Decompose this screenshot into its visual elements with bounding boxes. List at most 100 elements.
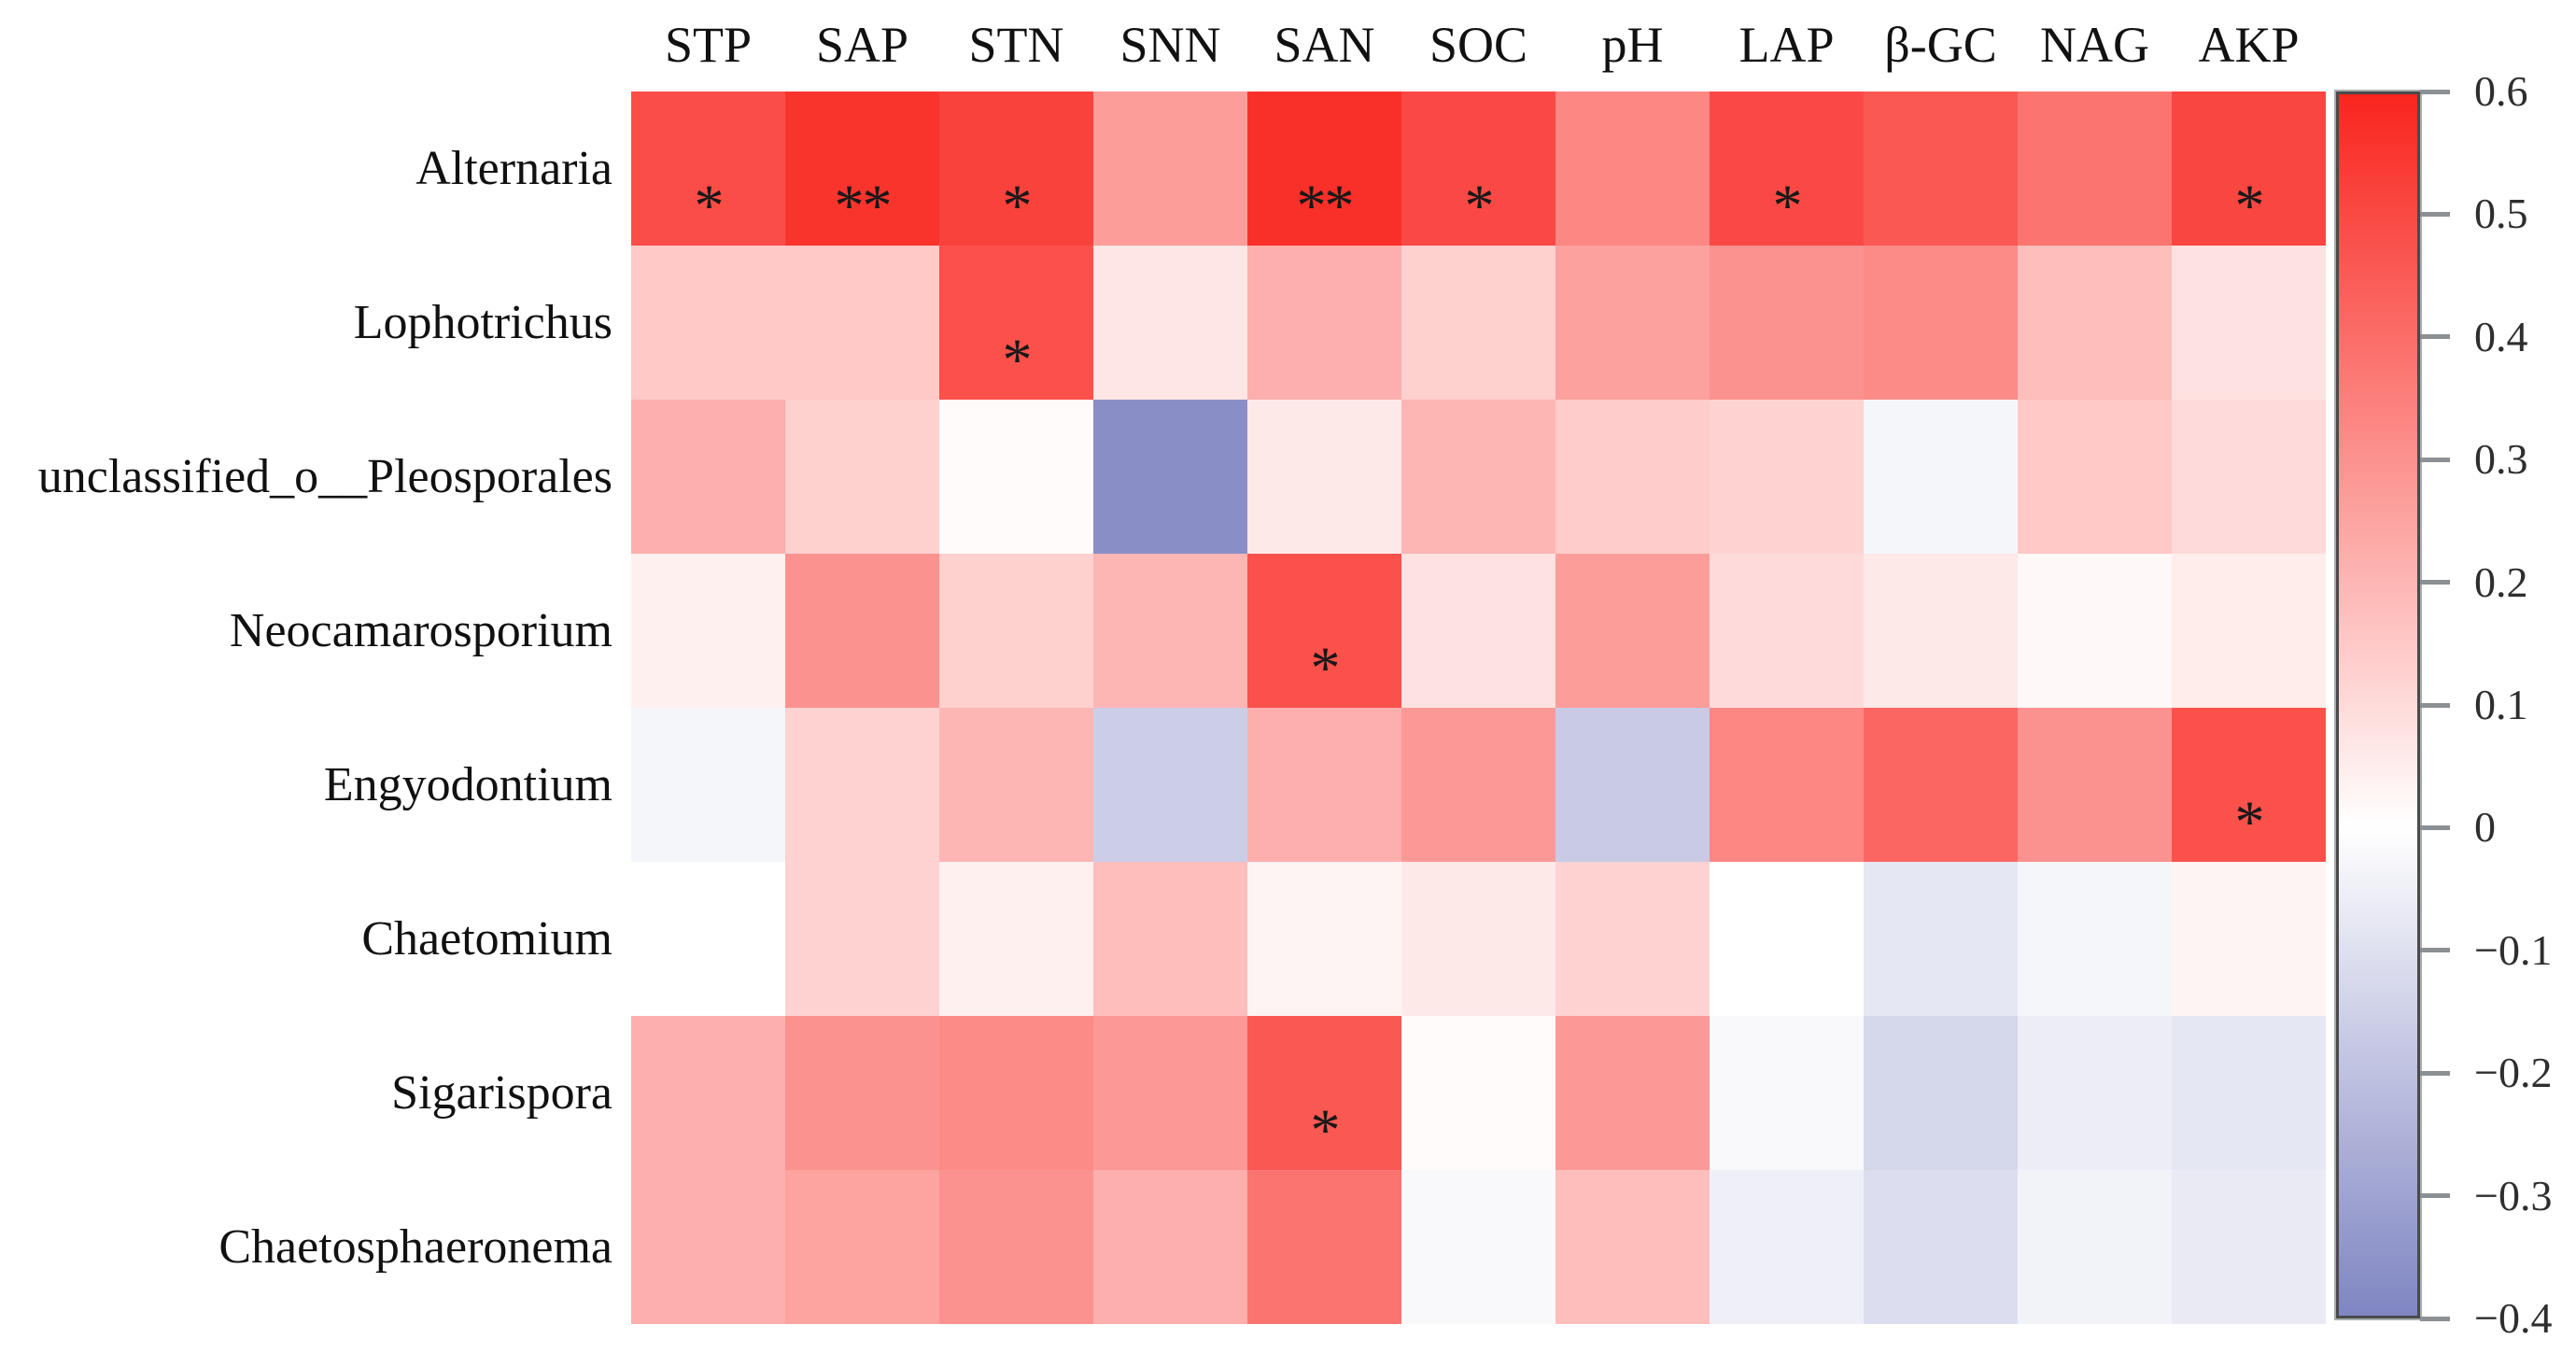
heatmap-cell — [785, 1170, 939, 1324]
heatmap-cell: * — [1401, 92, 1555, 246]
colorbar-tick — [2420, 1070, 2450, 1076]
colorbar-tick-label: −0.1 — [2474, 925, 2553, 974]
heatmap-cell — [1401, 246, 1555, 400]
heatmap-cell — [1864, 246, 2018, 400]
colorbar-tick — [2420, 457, 2450, 462]
row-label: Alternaria — [415, 141, 612, 195]
colorbar-tick-label: 0.1 — [2474, 681, 2528, 728]
heatmap-cell — [1864, 1016, 2018, 1170]
heatmap-cell: * — [1247, 1016, 1401, 1170]
heatmap-cell — [1247, 862, 1401, 1016]
heatmap-cell: * — [631, 92, 785, 246]
heatmap-cell — [1093, 862, 1247, 1016]
significance-stars: * — [2234, 788, 2265, 855]
heatmap-cell — [1401, 1016, 1555, 1170]
colorbar-tick — [2420, 1193, 2450, 1199]
heatmap-cell — [939, 400, 1093, 554]
heatmap-cell — [1093, 92, 1247, 246]
column-header: STP — [664, 17, 753, 73]
significance-stars: * — [2234, 172, 2265, 239]
heatmap-cell: * — [939, 246, 1093, 400]
colorbar-tick — [2420, 334, 2450, 340]
colorbar-gradient — [2336, 92, 2420, 1318]
heatmap-cell — [631, 246, 785, 400]
significance-stars: * — [1464, 172, 1495, 239]
heatmap-cell: * — [1710, 92, 1864, 246]
heatmap-cell — [2172, 862, 2326, 1016]
heatmap-cell — [2172, 1016, 2326, 1170]
heatmap-cell — [1555, 1016, 1710, 1170]
colorbar-tick — [2420, 948, 2450, 953]
colorbar-tick — [2420, 702, 2450, 708]
column-header: SNN — [1119, 17, 1221, 73]
heatmap-cell — [2018, 246, 2172, 400]
significance-stars: * — [1002, 172, 1033, 239]
colorbar-tick — [2420, 824, 2450, 830]
heatmap-cell — [1864, 708, 2018, 862]
heatmap-cell — [2018, 1016, 2172, 1170]
heatmap-cell — [1093, 246, 1247, 400]
significance-stars: ** — [1296, 172, 1355, 239]
heatmap-cell — [1093, 1170, 1247, 1324]
row-label: Engyodontium — [323, 757, 612, 811]
colorbar-tick-label: 0 — [2474, 803, 2496, 852]
heatmap-cell — [1555, 400, 1710, 554]
heatmap-cell — [2172, 554, 2326, 708]
heatmap-cell — [631, 400, 785, 554]
heatmap-cell — [939, 1016, 1093, 1170]
column-header: SOC — [1429, 17, 1528, 73]
heatmap-cell — [631, 1016, 785, 1170]
heatmap-cell — [2018, 400, 2172, 554]
column-header: SAN — [1274, 17, 1375, 73]
heatmap-cell — [1401, 862, 1555, 1016]
heatmap-cell — [1093, 400, 1247, 554]
heatmap-cell — [1401, 400, 1555, 554]
heatmap-cell — [1710, 554, 1864, 708]
heatmap-cell — [1710, 862, 1864, 1016]
colorbar-tick-label: 0.5 — [2474, 190, 2528, 238]
heatmap-cell — [939, 1170, 1093, 1324]
heatmap-cell — [631, 554, 785, 708]
heatmap-cell — [2018, 708, 2172, 862]
heatmap-cell — [939, 708, 1093, 862]
heatmap-cell — [1555, 708, 1710, 862]
colorbar-tick-label: 0.2 — [2474, 557, 2528, 606]
heatmap-cell — [1710, 708, 1864, 862]
colorbar-tick-label: 0.3 — [2474, 435, 2528, 484]
heatmap-cell — [2018, 554, 2172, 708]
heatmap-cell: * — [2172, 92, 2326, 246]
heatmap-cell — [631, 862, 785, 1016]
colorbar-tick-label: −0.4 — [2474, 1294, 2553, 1342]
column-header: pH — [1601, 17, 1664, 73]
significance-stars: * — [1002, 326, 1033, 393]
heatmap-cell — [785, 400, 939, 554]
heatmap-cell — [1247, 1170, 1401, 1324]
heatmap-cell — [1555, 554, 1710, 708]
heatmap-cell — [785, 554, 939, 708]
heatmap-cell: ** — [785, 92, 939, 246]
significance-stars: * — [1310, 1096, 1341, 1163]
column-header: AKP — [2198, 17, 2300, 73]
heatmap-cell — [1401, 708, 1555, 862]
colorbar-tick-label: 0.4 — [2474, 312, 2528, 360]
colorbar-tick-label: −0.3 — [2474, 1171, 2553, 1219]
heatmap-cell — [1555, 1170, 1710, 1324]
column-header: SAP — [815, 17, 909, 73]
heatmap-cell — [2172, 400, 2326, 554]
row-label: Chaetomium — [361, 911, 612, 965]
heatmap-cell — [1864, 554, 2018, 708]
colorbar-tick — [2420, 211, 2450, 217]
heatmap-cell — [2018, 92, 2172, 246]
heatmap-cell — [1864, 862, 2018, 1016]
heatmap-cell — [1555, 862, 1710, 1016]
heatmap-cell — [1401, 554, 1555, 708]
heatmap-cell — [1710, 1170, 1864, 1324]
heatmap-cell — [1093, 708, 1247, 862]
heatmap-cell — [1093, 1016, 1247, 1170]
heatmap-cell — [1710, 400, 1864, 554]
heatmap-cell — [2018, 1170, 2172, 1324]
column-header: NAG — [2040, 17, 2149, 73]
heatmap-cell — [785, 246, 939, 400]
column-header: β-GC — [1884, 17, 1997, 73]
